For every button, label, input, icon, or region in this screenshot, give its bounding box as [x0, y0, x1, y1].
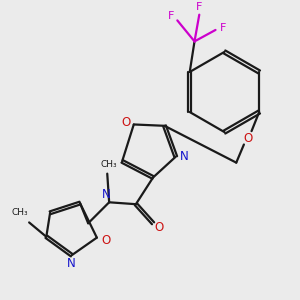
Text: F: F: [167, 11, 174, 21]
Text: N: N: [68, 257, 76, 270]
Text: CH₃: CH₃: [101, 160, 118, 169]
Text: F: F: [220, 23, 226, 33]
Text: N: N: [102, 188, 111, 201]
Text: F: F: [196, 2, 203, 12]
Text: O: O: [243, 132, 252, 145]
Text: O: O: [154, 220, 164, 234]
Text: O: O: [102, 234, 111, 247]
Text: CH₃: CH₃: [11, 208, 28, 217]
Text: O: O: [122, 116, 131, 129]
Text: N: N: [180, 150, 189, 163]
